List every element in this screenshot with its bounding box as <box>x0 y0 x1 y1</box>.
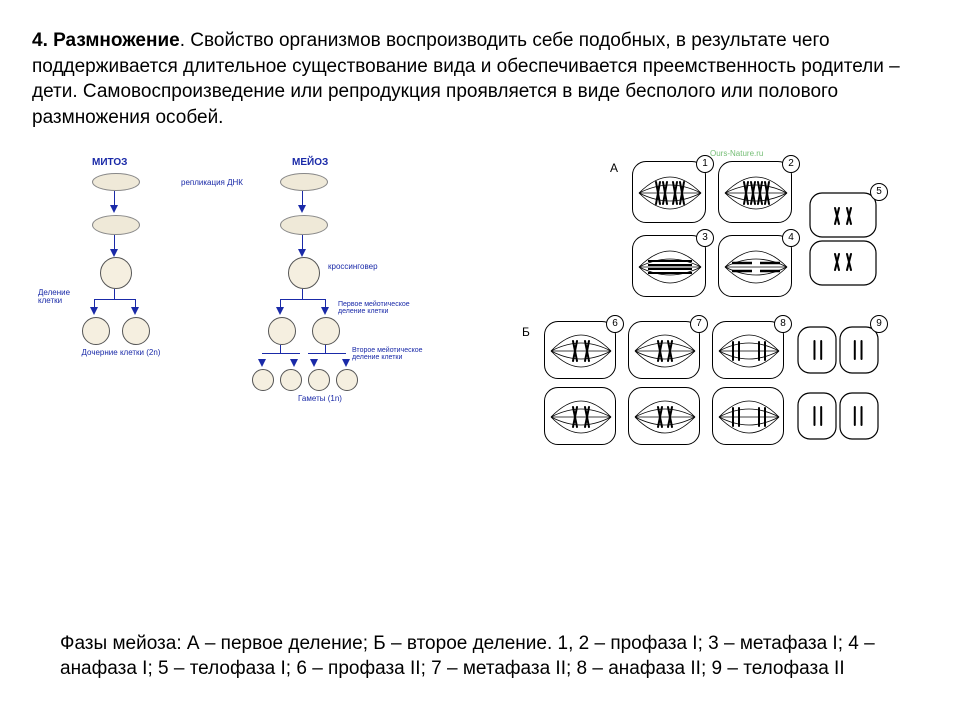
gamete-cell <box>308 369 330 391</box>
second-meiotic-label: Второе мейотическое деление клетки <box>352 347 432 362</box>
mitosis-replicated <box>92 215 140 235</box>
phase-cell-9 <box>796 387 880 445</box>
arrow-line <box>308 353 346 354</box>
group-b-label: Б <box>522 325 530 339</box>
phase-cell-1 <box>632 161 706 223</box>
arrow-icon <box>298 249 306 257</box>
meiosis-crossover-cell <box>288 257 320 289</box>
mitosis-daughter <box>82 317 110 345</box>
group-a-label: А <box>610 161 618 175</box>
mitosis-daughter <box>122 317 150 345</box>
phase-cell-8 <box>712 387 784 445</box>
intro-paragraph: 4. Размножение. Свойство организмов восп… <box>32 28 928 131</box>
first-meiotic-label: Первое мейотическое деление клетки <box>338 301 418 316</box>
watermark-text: Ours-Nature.ru <box>710 149 763 158</box>
mitosis-meiosis-diagram: МИТОЗ МЕЙОЗ репликация ДНК кроссинговер <box>32 149 432 429</box>
arrow-line <box>280 345 281 353</box>
phase-cell-4 <box>718 235 792 297</box>
arrow-icon <box>110 249 118 257</box>
daughters-2n-label: Дочерние клетки (2n) <box>76 349 166 358</box>
arrow-icon <box>276 307 284 315</box>
arrow-icon <box>290 359 298 367</box>
meiosis-title: МЕЙОЗ <box>292 157 328 168</box>
gamete-cell <box>252 369 274 391</box>
phase-cell-9 <box>796 321 880 379</box>
gamete-cell <box>280 369 302 391</box>
arrow-icon <box>310 359 318 367</box>
mitosis-metaphase <box>100 257 132 289</box>
gametes-1n-label: Гаметы (1n) <box>280 395 360 404</box>
phase-number-8: 8 <box>774 315 792 333</box>
meiosis-secondary <box>312 317 340 345</box>
meiosis-parent-cell <box>280 173 328 191</box>
phase-cell-7 <box>628 321 700 379</box>
arrow-line <box>114 289 115 299</box>
phase-cell-8 <box>712 321 784 379</box>
arrow-icon <box>110 205 118 213</box>
arrow-icon <box>131 307 139 315</box>
phase-number-4: 4 <box>782 229 800 247</box>
gamete-cell <box>336 369 358 391</box>
phase-cell-6 <box>544 321 616 379</box>
replication-label: репликация ДНК <box>172 179 252 188</box>
arrow-icon <box>321 307 329 315</box>
cell-division-label: Деление клетки <box>38 289 86 307</box>
mitosis-title: МИТОЗ <box>92 157 127 168</box>
phase-cell-5 <box>806 189 880 289</box>
phase-cell-6 <box>544 387 616 445</box>
arrow-line <box>262 353 300 354</box>
phase-number-3: 3 <box>696 229 714 247</box>
phase-number-9: 9 <box>870 315 888 333</box>
phase-number-2: 2 <box>782 155 800 173</box>
meiosis-secondary <box>268 317 296 345</box>
arrow-icon <box>258 359 266 367</box>
arrow-line <box>94 299 136 300</box>
phase-cell-2 <box>718 161 792 223</box>
arrow-icon <box>90 307 98 315</box>
figure-caption: Фазы мейоза: А – первое деление; Б – вто… <box>60 631 900 682</box>
crossover-label: кроссинговер <box>328 263 378 272</box>
phase-number-1: 1 <box>696 155 714 173</box>
meiosis-phases-diagram: Ours-Nature.ru А Б 1 2 3 4 <box>452 149 892 449</box>
phase-number-5: 5 <box>870 183 888 201</box>
arrow-line <box>325 345 326 353</box>
arrow-icon <box>342 359 350 367</box>
arrow-icon <box>298 205 306 213</box>
phase-number-6: 6 <box>606 315 624 333</box>
meiosis-replicated <box>280 215 328 235</box>
arrow-line <box>280 299 326 300</box>
phase-cell-3 <box>632 235 706 297</box>
intro-heading: 4. Размножение <box>32 30 180 51</box>
phase-cell-7 <box>628 387 700 445</box>
mitosis-parent-cell <box>92 173 140 191</box>
phase-number-7: 7 <box>690 315 708 333</box>
arrow-line <box>302 289 303 299</box>
